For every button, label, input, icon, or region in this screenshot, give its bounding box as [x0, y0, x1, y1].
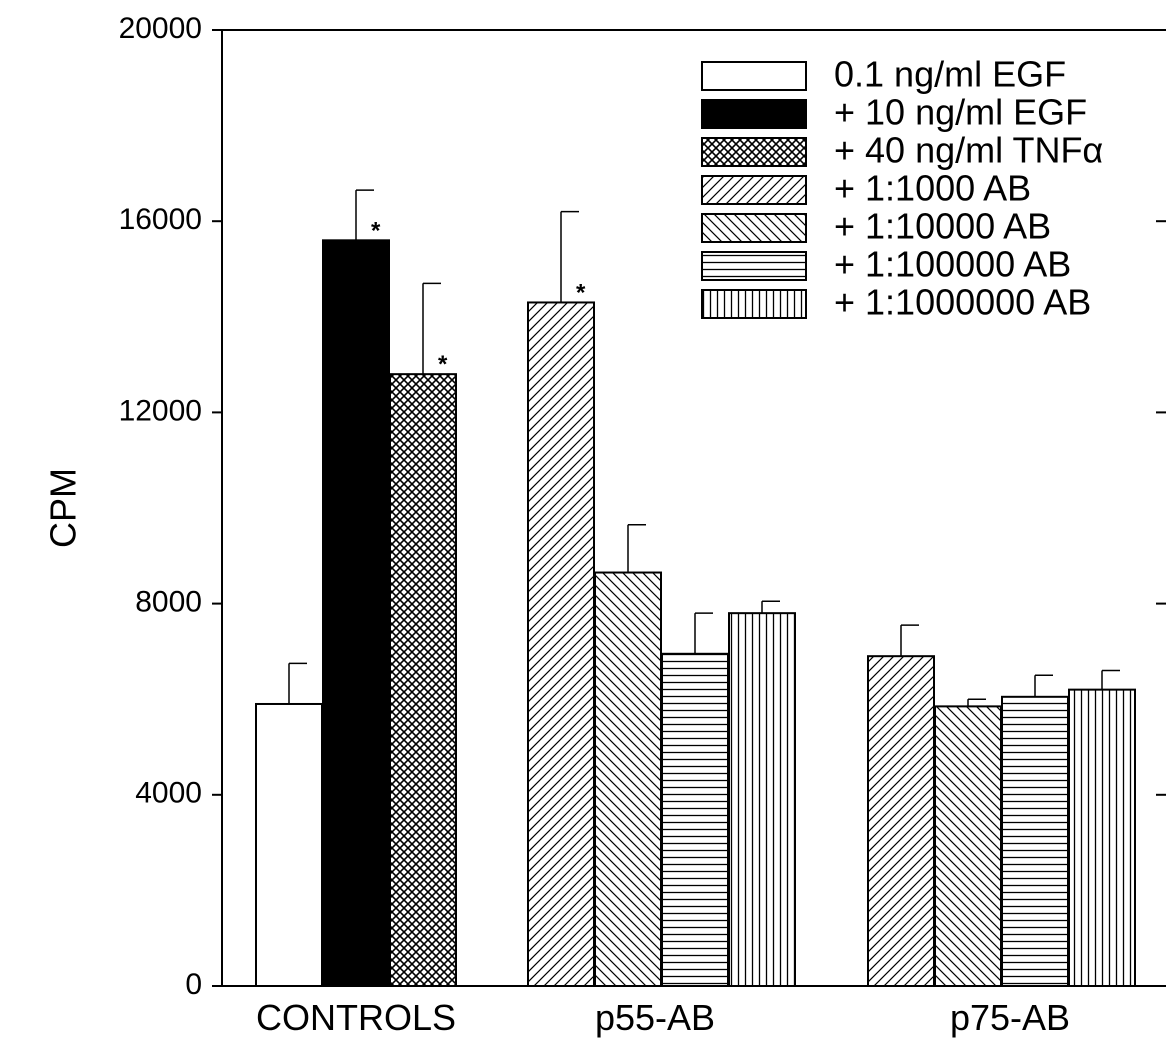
y-tick-label: 0: [185, 968, 202, 1001]
bar: [728, 612, 796, 987]
legend-label: + 1:100000 AB: [834, 244, 1071, 285]
legend-label: + 40 ng/ml TNFα: [834, 130, 1103, 171]
legend-label: + 1:10000 AB: [834, 206, 1051, 247]
y-tick-label: 16000: [119, 203, 202, 236]
bar: [1068, 688, 1136, 987]
bars: * * *: [255, 189, 1136, 988]
bar: [527, 301, 595, 987]
bar: [594, 571, 662, 988]
legend-swatch: [701, 99, 807, 129]
significance-star: *: [438, 351, 448, 378]
legend-label: + 10 ng/ml EGF: [834, 92, 1087, 133]
bar: [1001, 695, 1069, 987]
category-label: p55-AB: [595, 997, 715, 1038]
bar: [255, 702, 323, 987]
legend-label: 0.1 ng/ml EGF: [834, 54, 1066, 95]
category-label: p75-AB: [950, 997, 1070, 1038]
bar: [389, 373, 457, 988]
bar: [867, 655, 935, 987]
y-ticks: 0 4000 8000 12000 16000 20000: [119, 12, 1166, 1001]
y-tick-label: 20000: [119, 12, 202, 45]
bar: [322, 239, 390, 987]
legend-swatch: [701, 213, 807, 243]
legend: 0.1 ng/ml EGF+ 10 ng/ml EGF+ 40 ng/ml TN…: [701, 54, 1103, 323]
category-labels: CONTROLS p55-AB p75-AB: [256, 997, 1070, 1038]
legend-swatch: [701, 61, 807, 91]
legend-swatch: [701, 289, 807, 319]
y-tick-label: 12000: [119, 394, 202, 427]
significance-star: *: [576, 279, 586, 306]
bar: [934, 705, 1002, 987]
significance-star: *: [371, 217, 381, 244]
bar: [661, 652, 729, 987]
legend-label: + 1:1000 AB: [834, 168, 1031, 209]
legend-swatch: [701, 137, 807, 167]
y-tick-label: 4000: [135, 777, 202, 810]
category-label: CONTROLS: [256, 997, 456, 1038]
legend-swatch: [701, 251, 807, 281]
y-tick-label: 8000: [135, 586, 202, 619]
legend-label: + 1:1000000 AB: [834, 282, 1091, 323]
y-axis-title: CPM: [43, 468, 84, 548]
legend-swatch: [701, 175, 807, 205]
